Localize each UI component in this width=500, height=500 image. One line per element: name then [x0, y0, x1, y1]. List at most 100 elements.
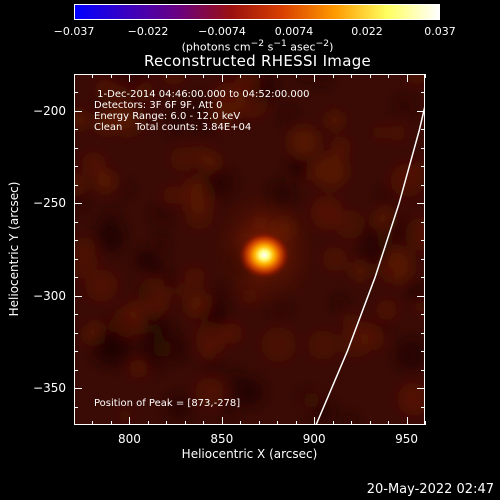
mottle-blob [93, 169, 117, 193]
x-tick-mark [221, 417, 223, 425]
peak-position-label: Position of Peak = [873,-278] [94, 398, 241, 409]
colorbar-tick: 0.0074 [274, 25, 314, 38]
mottle-blob [74, 109, 89, 130]
y-minor-tick [421, 74, 425, 75]
x-minor-tick [295, 74, 297, 78]
y-tick-label: −250 [33, 196, 66, 211]
x-minor-tick [388, 421, 390, 425]
mottle-blob [196, 322, 227, 353]
colorbar-tick: −0.037 [53, 25, 95, 38]
x-tick-mark [129, 417, 131, 425]
mottle-blob [343, 414, 358, 425]
mottle-blob [350, 261, 370, 281]
x-minor-tick [92, 74, 94, 78]
mottle-blob [234, 74, 261, 98]
y-minor-tick [74, 74, 78, 75]
mottle-blob [204, 357, 221, 374]
colorbar-tick: 0.037 [424, 25, 456, 38]
y-minor-tick [74, 221, 78, 223]
y-minor-tick [74, 314, 78, 316]
colorbar-tick: 0.022 [351, 25, 383, 38]
mottle-blob [154, 236, 168, 251]
colorbar [74, 4, 440, 20]
mottle-blob [376, 185, 395, 204]
mottle-blob [184, 267, 205, 288]
mottle-blob [221, 401, 239, 418]
mottle-blob [118, 182, 133, 197]
mottle-blob [118, 74, 146, 88]
mottle-blob [138, 284, 153, 300]
y-axis-label: Heliocentric Y (arcsec) [7, 181, 21, 317]
x-minor-tick [277, 74, 279, 78]
y-tick-mark [74, 110, 82, 112]
x-minor-tick [92, 421, 94, 425]
x-tick-label: 850 [210, 432, 234, 446]
y-minor-tick [421, 166, 425, 168]
y-minor-tick [421, 129, 425, 131]
y-minor-tick [421, 277, 425, 279]
x-minor-tick [240, 74, 242, 78]
y-tick-label: −350 [33, 381, 66, 396]
mottle-blob [382, 215, 415, 249]
mottle-blob [288, 157, 309, 179]
mottle-blob [74, 237, 96, 260]
mottle-blob [412, 160, 425, 174]
mottle-blob [175, 283, 190, 297]
x-tick-mark [314, 417, 316, 425]
mottle-blob [200, 151, 220, 172]
y-tick-mark [417, 295, 425, 297]
x-minor-tick [258, 421, 260, 425]
x-tick-label: 800 [117, 432, 141, 446]
mottle-blob [168, 121, 185, 137]
mottle-blob [388, 124, 406, 142]
x-minor-tick [203, 421, 205, 425]
y-minor-tick [74, 258, 78, 260]
solar-limb-curve [315, 102, 425, 425]
info-line-counts: Clean Total counts: 3.84E+04 [94, 122, 252, 133]
y-tick-mark [74, 388, 82, 390]
x-minor-tick [425, 421, 426, 425]
y-tick-label: −200 [33, 103, 66, 118]
y-minor-tick [421, 314, 425, 316]
mottle-blob [303, 392, 320, 409]
mottle-blob [185, 292, 212, 318]
y-tick-mark [74, 203, 82, 205]
x-minor-tick [332, 74, 334, 78]
y-minor-tick [421, 332, 425, 334]
mottle-blob [134, 249, 154, 269]
mottle-blob [74, 175, 85, 195]
mottle-blob [208, 101, 235, 128]
mottle-blob [195, 377, 224, 407]
y-tick-mark [74, 295, 82, 297]
mottle-blob [395, 337, 425, 372]
mottle-blob [310, 196, 344, 230]
mottle-blob [288, 126, 320, 158]
y-minor-tick [74, 277, 78, 279]
y-minor-tick [421, 406, 425, 408]
y-minor-tick [421, 221, 425, 223]
y-minor-tick [74, 184, 78, 186]
mottle-blob [85, 269, 118, 302]
x-tick-mark [221, 74, 223, 82]
heatmap-image [74, 74, 425, 425]
y-minor-tick [74, 332, 78, 334]
y-minor-tick [421, 184, 425, 186]
timestamp: 20-May-2022 02:47 [366, 482, 494, 497]
info-line-energy: Energy Range: 6.0 - 12.0 keV [94, 111, 241, 122]
mottle-blob [322, 246, 348, 272]
x-tick-mark [129, 74, 131, 82]
x-minor-tick [369, 421, 371, 425]
mottle-blob [332, 295, 348, 311]
x-tick-label: 950 [395, 432, 418, 446]
y-minor-tick [74, 129, 78, 131]
mottle-blob [91, 330, 126, 365]
mottle-blob [307, 330, 338, 360]
x-minor-tick [203, 74, 205, 78]
mottle-blob [313, 153, 348, 188]
y-minor-tick [74, 369, 78, 371]
mottle-blob [261, 327, 297, 363]
x-minor-tick [277, 421, 279, 425]
mottle-blob [330, 137, 351, 158]
x-minor-tick [184, 74, 186, 78]
x-minor-tick [110, 421, 112, 425]
